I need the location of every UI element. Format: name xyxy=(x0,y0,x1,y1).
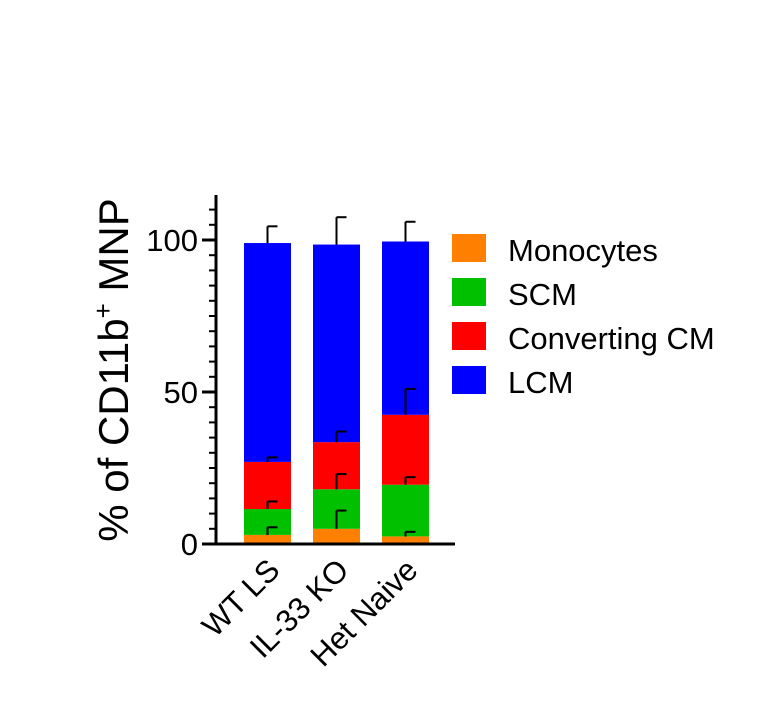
legend-label-converting-cm: Converting CM xyxy=(508,321,715,356)
y-axis-label: % of CD11b+ MNP xyxy=(88,198,137,542)
bar-segment-lcm-2 xyxy=(313,244,360,443)
legend-swatch-monocytes xyxy=(452,234,486,262)
y-tick-label: 100 xyxy=(146,223,198,258)
legend-label-monocytes: Monocytes xyxy=(508,233,658,268)
bar-segment-converting-cm-3 xyxy=(382,414,429,485)
bar-segment-lcm-3 xyxy=(382,241,429,415)
y-tick-label: 0 xyxy=(181,527,198,562)
legend: Monocytes SCM Converting CM LCM xyxy=(452,233,715,400)
legend-label-lcm: LCM xyxy=(508,365,573,400)
legend-label-scm: SCM xyxy=(508,277,577,312)
bar-segment-monocytes-2 xyxy=(313,528,360,544)
bar-segment-scm-3 xyxy=(382,484,429,537)
bar-segment-monocytes-1 xyxy=(244,534,291,544)
legend-swatch-scm xyxy=(452,278,486,306)
legend-swatch-lcm xyxy=(452,366,486,394)
legend-swatch-converting-cm xyxy=(452,322,486,350)
bar-segment-lcm-1 xyxy=(244,243,291,462)
y-tick-label: 50 xyxy=(164,375,198,410)
bar-segment-monocytes-3 xyxy=(382,536,429,544)
